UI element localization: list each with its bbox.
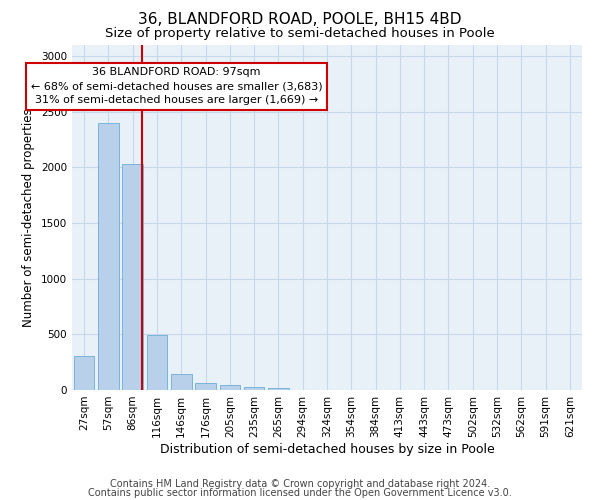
- Text: Size of property relative to semi-detached houses in Poole: Size of property relative to semi-detach…: [105, 28, 495, 40]
- Bar: [171, 374, 191, 390]
- Bar: [195, 383, 216, 390]
- Bar: [146, 336, 167, 390]
- Text: 36 BLANDFORD ROAD: 97sqm
← 68% of semi-detached houses are smaller (3,683)
31% o: 36 BLANDFORD ROAD: 97sqm ← 68% of semi-d…: [31, 68, 322, 106]
- Bar: [98, 123, 119, 390]
- Y-axis label: Number of semi-detached properties: Number of semi-detached properties: [22, 108, 35, 327]
- Text: Contains HM Land Registry data © Crown copyright and database right 2024.: Contains HM Land Registry data © Crown c…: [110, 479, 490, 489]
- Text: 36, BLANDFORD ROAD, POOLE, BH15 4BD: 36, BLANDFORD ROAD, POOLE, BH15 4BD: [138, 12, 462, 28]
- Bar: [268, 388, 289, 390]
- Bar: [244, 386, 265, 390]
- X-axis label: Distribution of semi-detached houses by size in Poole: Distribution of semi-detached houses by …: [160, 442, 494, 456]
- Text: Contains public sector information licensed under the Open Government Licence v3: Contains public sector information licen…: [88, 488, 512, 498]
- Bar: [74, 356, 94, 390]
- Bar: [122, 164, 143, 390]
- Bar: [220, 386, 240, 390]
